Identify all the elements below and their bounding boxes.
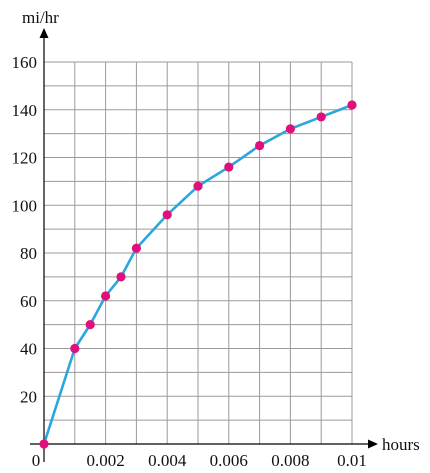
x-tick-label: 0.008 — [271, 451, 309, 470]
tick-labels: 20 40 60 80 100 120 140 160 0 0.002 0.004 0.006 0.00… — [12, 53, 367, 470]
y-tick-label: 40 — [20, 340, 37, 359]
y-axis-arrow — [39, 28, 49, 38]
data-point — [316, 112, 326, 122]
y-tick-label: 80 — [20, 244, 37, 263]
data-markers — [39, 100, 357, 449]
x-axis-label: hours — [382, 435, 420, 454]
data-point — [101, 291, 111, 301]
y-axis-label: mi/hr — [22, 8, 59, 27]
data-point — [70, 343, 80, 354]
y-tick-label: 120 — [12, 149, 38, 168]
data-point — [347, 100, 357, 110]
data-point — [116, 272, 126, 282]
x-tick-label: 0.002 — [86, 451, 124, 470]
x-tick-label: 0.006 — [210, 451, 248, 470]
grid — [44, 61, 353, 444]
y-tick-label: 60 — [20, 292, 37, 311]
y-tick-label: 160 — [12, 53, 38, 72]
x-tick-label: 0 — [32, 451, 41, 470]
x-axis-arrow — [368, 439, 378, 449]
x-tick-label: 0.01 — [337, 451, 367, 470]
data-point — [224, 162, 234, 172]
y-tick-label: 20 — [20, 387, 37, 406]
data-point — [131, 243, 141, 253]
data-point — [193, 181, 203, 191]
data-point — [162, 210, 172, 220]
axes — [30, 28, 378, 462]
data-point — [285, 124, 295, 134]
data-point — [255, 140, 265, 151]
x-tick-label: 0.004 — [148, 451, 187, 470]
data-point — [85, 320, 95, 330]
y-tick-label: 100 — [12, 196, 38, 215]
y-tick-label: 140 — [12, 101, 38, 120]
data-point — [39, 439, 49, 449]
